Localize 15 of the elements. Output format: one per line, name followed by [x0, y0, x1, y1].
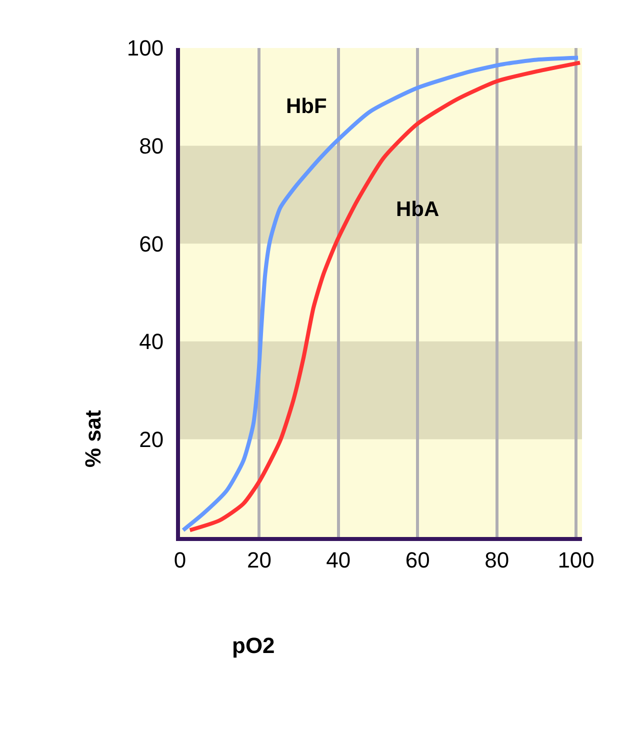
y-tick-label: 20 — [139, 426, 164, 452]
y-tick-label: 80 — [139, 134, 164, 158]
y-axis-title: % sat — [80, 409, 106, 468]
x-tick-label: 80 — [484, 547, 510, 572]
x-tick-label: 100 — [558, 547, 594, 572]
x-tick-label: 0 — [174, 547, 186, 572]
x-tick-label: 20 — [246, 547, 272, 572]
y-tick-label: 40 — [139, 329, 164, 354]
series-label: HbF — [286, 95, 327, 118]
y-tick-label: 60 — [139, 231, 164, 256]
series-label: HbA — [396, 198, 440, 221]
x-tick-label: 60 — [405, 547, 430, 572]
x-tick-label: 40 — [326, 547, 351, 572]
y-tick-label: 100 — [126, 36, 164, 61]
x-axis-title: pO2 — [232, 633, 275, 658]
